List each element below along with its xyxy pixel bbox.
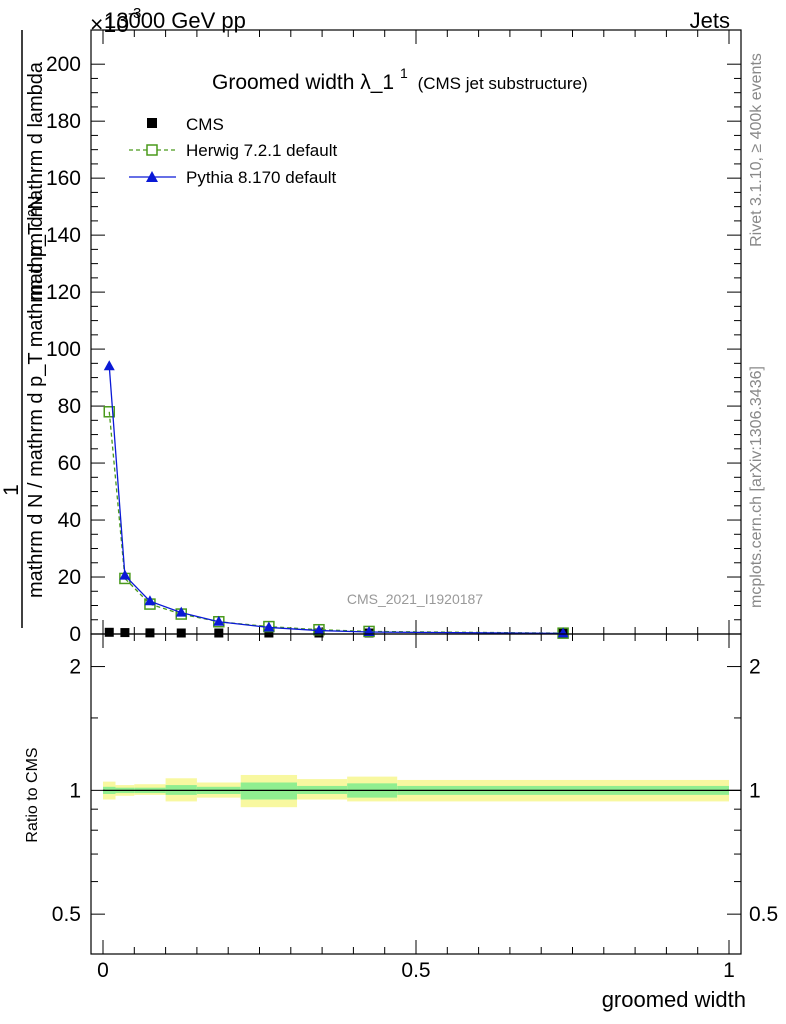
data-point-cms: [104, 627, 114, 637]
main-ytick-label: 0: [69, 623, 81, 646]
ratio-xtick-label: 0.5: [401, 959, 430, 982]
rivet-label: Rivet 3.1.10, ≥ 400k events: [748, 53, 765, 247]
data-point-pythia: [557, 627, 569, 638]
legend-herwig-label: Herwig 7.2.1 default: [186, 141, 337, 160]
energy-label: 13000 GeV pp: [104, 8, 246, 33]
data-point-pythia: [263, 621, 275, 632]
ratio-y-ticks: 0.5 0.5 1 1 2 2: [52, 656, 778, 927]
data-point-cms: [145, 628, 155, 638]
data-point-pythia: [144, 595, 156, 606]
main-ytick-label: 60: [58, 452, 81, 475]
data-point-pythia: [313, 624, 325, 635]
ratio-xtick-label: 0: [97, 959, 109, 982]
ratio-ytick-label: 2: [69, 656, 81, 679]
x-axis-label: groomed width: [602, 987, 746, 1012]
data-point-cms: [120, 628, 130, 638]
main-y-ticks: 0 20 40 60 80 100 120 140 160 180 200: [46, 53, 741, 646]
legend-pythia-label: Pythia 8.170 default: [186, 168, 337, 187]
legend-cms-marker: [147, 118, 157, 128]
main-ytick-label: 20: [58, 566, 81, 589]
ratio-ytick-label: 1: [69, 779, 81, 802]
ratio-ytick-label: 0.5: [52, 903, 81, 926]
title-superscript: 1: [400, 65, 408, 81]
mcplots-label: mcplots.cern.ch [arXiv:1306.3436]: [748, 366, 765, 608]
y-axis-label-ratio: Ratio to CMS: [24, 747, 41, 842]
exponent-label: ×10: [90, 11, 129, 37]
title-main: Groomed width λ_1: [212, 71, 394, 94]
ratio-xtick-label: 1: [723, 959, 735, 982]
data-point-herwig: [103, 406, 116, 418]
main-ytick-label: 40: [58, 509, 81, 532]
category-label: Jets: [690, 8, 730, 33]
ratio-ytick-label-right: 2: [749, 656, 761, 679]
data-point-cms: [176, 628, 186, 638]
main-ytick-label: 100: [46, 338, 81, 361]
legend-entry-herwig: Herwig 7.2.1 default: [129, 141, 337, 160]
legend-cms-label: CMS: [186, 115, 224, 134]
ylabel-one: 1: [0, 484, 23, 496]
ratio-uncertainty-bands: [103, 774, 729, 808]
data-point-pythia: [213, 615, 225, 626]
data-point-pythia: [119, 569, 131, 580]
plot-title: Groomed width λ_1 1 (CMS jet substructur…: [212, 60, 588, 94]
ratio-ytick-label-right: 1: [749, 779, 761, 802]
data-point-pythia: [175, 606, 187, 617]
data-point-cms: [264, 628, 274, 638]
main-ytick-label: 180: [46, 110, 81, 133]
legend-entry-cms: CMS: [147, 115, 224, 134]
analysis-watermark: CMS_2021_I1920187: [347, 591, 483, 607]
main-ytick-label: 200: [46, 53, 81, 76]
series-line: [108, 411, 564, 634]
data-point-pythia: [103, 360, 115, 371]
legend-entry-pythia: Pythia 8.170 default: [129, 168, 337, 187]
title-sub: (CMS jet substructure): [418, 74, 588, 93]
ylabel-denominator: mathrm d N / mathrm d p_T mathrm d p_T m…: [25, 61, 47, 598]
legend-herwig-marker: [146, 144, 158, 156]
main-series: [103, 360, 569, 639]
legend: CMS Herwig 7.2.1 default Pythia 8.170 de…: [129, 115, 337, 187]
data-point-cms: [214, 628, 224, 638]
ylabel-numerator: mathrm d²N: [25, 195, 47, 301]
main-ytick-label: 80: [58, 395, 81, 418]
main-ytick-label: 160: [46, 167, 81, 190]
main-ytick-label: 140: [46, 224, 81, 247]
ratio-ytick-label-right: 0.5: [749, 903, 778, 926]
y-axis-label-main: mathrm d²N 1 mathrm d N / mathrm d p_T m…: [0, 30, 47, 628]
legend-pythia-marker: [146, 171, 158, 182]
exponent-value: -3: [128, 5, 141, 22]
main-ytick-label: 120: [46, 281, 81, 304]
main-x-ticks: [102, 30, 730, 634]
ratio-x-ticks: 0 0.5 1: [97, 634, 735, 982]
series-line: [108, 366, 564, 635]
